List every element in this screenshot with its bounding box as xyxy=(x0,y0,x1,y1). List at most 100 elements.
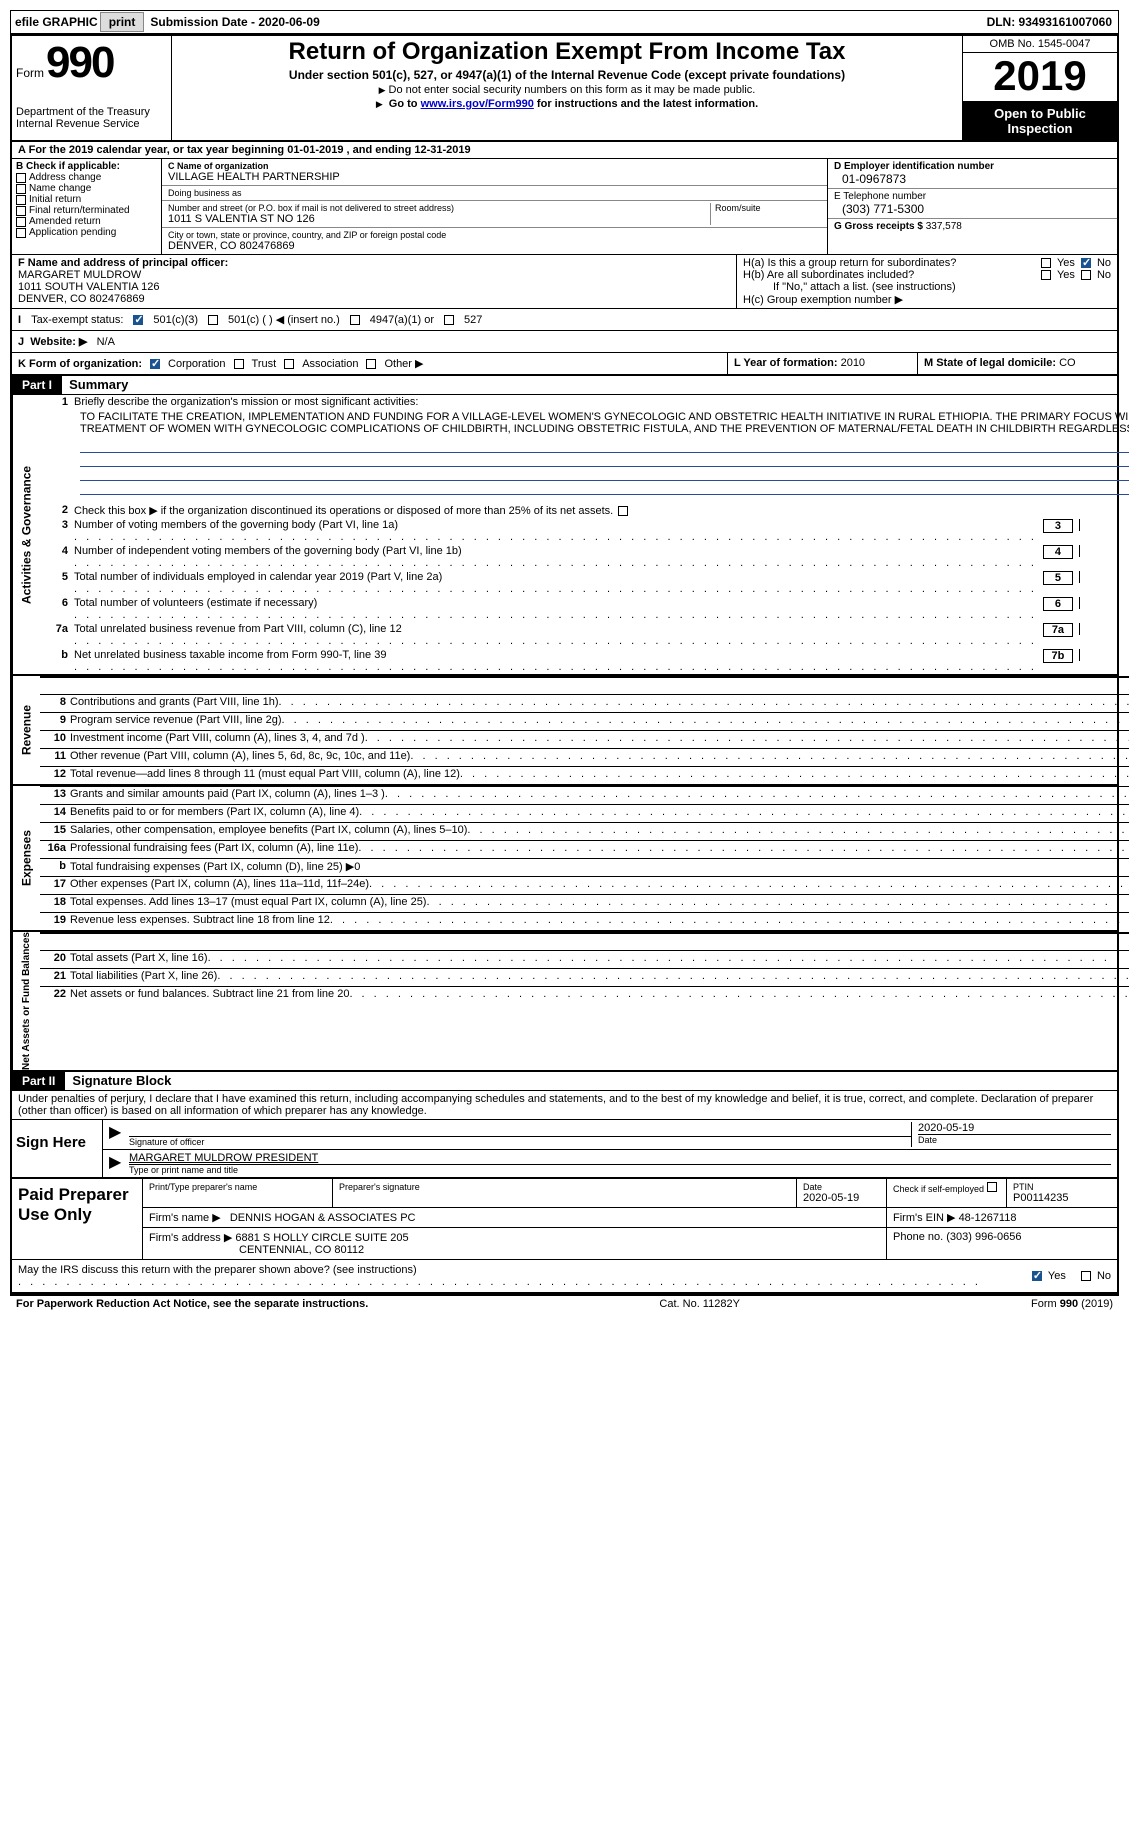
chk-discontinued[interactable] xyxy=(618,506,628,516)
ein-value: 01-0967873 xyxy=(834,172,1111,186)
box-de: D Employer identification number 01-0967… xyxy=(827,159,1117,254)
ha-no[interactable] xyxy=(1081,258,1091,268)
fin-line-16a: 16aProfessional fundraising fees (Part I… xyxy=(40,840,1129,858)
chk-application-pending[interactable]: Application pending xyxy=(16,227,157,238)
header-middle: Return of Organization Exempt From Incom… xyxy=(172,36,962,140)
hb-label: H(b) Are all subordinates included? xyxy=(743,269,914,281)
fin-line-13: 13Grants and similar amounts paid (Part … xyxy=(40,786,1129,804)
header-right: OMB No. 1545-0047 2019 Open to Public In… xyxy=(962,36,1117,140)
form-subtitle: Under section 501(c), 527, or 4947(a)(1)… xyxy=(178,68,956,82)
chk-other[interactable] xyxy=(366,359,376,369)
calendar-year-line: A For the 2019 calendar year, or tax yea… xyxy=(12,142,1117,159)
paperwork-notice: For Paperwork Reduction Act Notice, see … xyxy=(16,1298,368,1310)
dln-label: DLN: 93493161007060 xyxy=(987,15,1112,29)
fin-line-14: 14Benefits paid to or for members (Part … xyxy=(40,804,1129,822)
prep-name-label: Print/Type preparer's name xyxy=(149,1182,326,1192)
chk-final-return[interactable]: Final return/terminated xyxy=(16,205,157,216)
firm-ein: Firm's EIN ▶ 48-1267118 xyxy=(887,1208,1117,1227)
chk-initial-return[interactable]: Initial return xyxy=(16,194,157,205)
gov-line-5: 5Total number of individuals employed in… xyxy=(40,570,1129,596)
irs-link[interactable]: www.irs.gov/Form990 xyxy=(421,98,534,110)
box-j: J Website: ▶ N/A xyxy=(12,331,1117,353)
name-title-label: Type or print name and title xyxy=(129,1164,1111,1175)
chk-4947[interactable] xyxy=(350,315,360,325)
goto-line: Go to www.irs.gov/Form990 for instructio… xyxy=(178,98,956,110)
chk-address-change[interactable]: Address change xyxy=(16,172,157,183)
page-footer: For Paperwork Reduction Act Notice, see … xyxy=(10,1294,1119,1312)
fin-line-22: 22Net assets or fund balances. Subtract … xyxy=(40,986,1129,1004)
rev-header: Prior Year Current Year xyxy=(40,676,1129,694)
tax-exempt-label: Tax-exempt status: xyxy=(31,314,123,326)
gov-line-b: bNet unrelated business taxable income f… xyxy=(40,648,1129,674)
discuss-row: May the IRS discuss this return with the… xyxy=(12,1259,1117,1292)
print-button[interactable]: print xyxy=(100,12,145,32)
net-header: Beginning of Current Year End of Year xyxy=(40,932,1129,950)
fin-line-12: 12Total revenue—add lines 8 through 11 (… xyxy=(40,766,1129,784)
fin-line-11: 11Other revenue (Part VIII, column (A), … xyxy=(40,748,1129,766)
paid-preparer-block: Paid Preparer Use Only Print/Type prepar… xyxy=(12,1177,1117,1259)
firm-phone: Phone no. (303) 996-0656 xyxy=(887,1228,1117,1259)
chk-501c3[interactable] xyxy=(133,315,143,325)
prep-date: 2020-05-19 xyxy=(803,1192,880,1204)
ha-yes[interactable] xyxy=(1041,258,1051,268)
street-label: Number and street (or P.O. box if mail i… xyxy=(168,203,710,213)
fin-line-10: 10Investment income (Part VIII, column (… xyxy=(40,730,1129,748)
fin-line-9: 9Program service revenue (Part VIII, lin… xyxy=(40,712,1129,730)
room-label: Room/suite xyxy=(711,203,821,225)
officer-name: MARGARET MULDROW xyxy=(18,269,730,281)
fh-row: F Name and address of principal officer:… xyxy=(12,255,1117,309)
ha-label: H(a) Is this a group return for subordin… xyxy=(743,257,956,269)
chk-corporation[interactable] xyxy=(150,359,160,369)
sign-here-block: Sign Here ▶ Signature of officer 2020-05… xyxy=(12,1119,1117,1177)
street-value: 1011 S VALENTIA ST NO 126 xyxy=(168,213,710,225)
officer-printed-name: MARGARET MULDROW PRESIDENT xyxy=(129,1152,1111,1164)
form-container: Form 990 Department of the Treasury Inte… xyxy=(10,34,1119,1294)
box-f: F Name and address of principal officer:… xyxy=(12,255,737,308)
firm-address: Firm's address ▶ 6881 S HOLLY CIRCLE SUI… xyxy=(143,1228,887,1259)
phone-value: (303) 771-5300 xyxy=(834,202,1111,216)
dba-label: Doing business as xyxy=(168,188,821,198)
activities-governance-section: Activities & Governance 1 Briefly descri… xyxy=(12,395,1117,676)
part1-header: Part I Summary xyxy=(12,376,1117,395)
hb-yes[interactable] xyxy=(1041,270,1051,280)
sig-date: 2020-05-19 xyxy=(918,1122,1111,1134)
expenses-section: Expenses 13Grants and similar amounts pa… xyxy=(12,786,1117,932)
hb-no[interactable] xyxy=(1081,270,1091,280)
box-c: C Name of organization VILLAGE HEALTH PA… xyxy=(162,159,827,254)
chk-name-change[interactable]: Name change xyxy=(16,183,157,194)
side-revenue: Revenue xyxy=(12,676,40,784)
l2-label: Check this box ▶ if the organization dis… xyxy=(74,504,1129,517)
ptin-label: PTIN xyxy=(1013,1182,1111,1192)
box-l: L Year of formation: 2010 xyxy=(727,353,917,374)
gov-line-6: 6Total number of volunteers (estimate if… xyxy=(40,596,1129,622)
org-name-label: C Name of organization xyxy=(168,161,821,171)
efile-label: efile GRAPHIC xyxy=(15,15,98,29)
discuss-no[interactable] xyxy=(1081,1271,1091,1281)
form-header: Form 990 Department of the Treasury Inte… xyxy=(12,36,1117,142)
city-label: City or town, state or province, country… xyxy=(168,230,821,240)
form-number: 990 xyxy=(46,38,113,88)
part2-header: Part II Signature Block xyxy=(12,1072,1117,1091)
fin-line-21: 21Total liabilities (Part X, line 26)00 xyxy=(40,968,1129,986)
fin-line-17: 17Other expenses (Part IX, column (A), l… xyxy=(40,876,1129,894)
prep-date-label: Date xyxy=(803,1182,880,1192)
chk-amended-return[interactable]: Amended return xyxy=(16,216,157,227)
chk-self-employed[interactable] xyxy=(987,1182,997,1192)
gross-receipts: G Gross receipts $ 337,578 xyxy=(834,221,1111,232)
chk-association[interactable] xyxy=(284,359,294,369)
ptin-value: P00114235 xyxy=(1013,1192,1111,1204)
city-value: DENVER, CO 802476869 xyxy=(168,240,821,252)
klm-row: K Form of organization: Corporation Trus… xyxy=(12,353,1117,376)
chk-trust[interactable] xyxy=(234,359,244,369)
fin-line-19: 19Revenue less expenses. Subtract line 1… xyxy=(40,912,1129,930)
fin-line-15: 15Salaries, other compensation, employee… xyxy=(40,822,1129,840)
sign-here-label: Sign Here xyxy=(12,1120,102,1177)
ein-label: D Employer identification number xyxy=(834,161,1111,172)
hc-label: H(c) Group exemption number ▶ xyxy=(743,293,1111,306)
chk-501c[interactable] xyxy=(208,315,218,325)
discuss-yes[interactable] xyxy=(1032,1271,1042,1281)
box-i: I Tax-exempt status: 501(c)(3) 501(c) ( … xyxy=(12,309,1117,331)
chk-527[interactable] xyxy=(444,315,454,325)
form-word: Form xyxy=(16,66,44,80)
box-k: K Form of organization: Corporation Trus… xyxy=(12,353,727,374)
